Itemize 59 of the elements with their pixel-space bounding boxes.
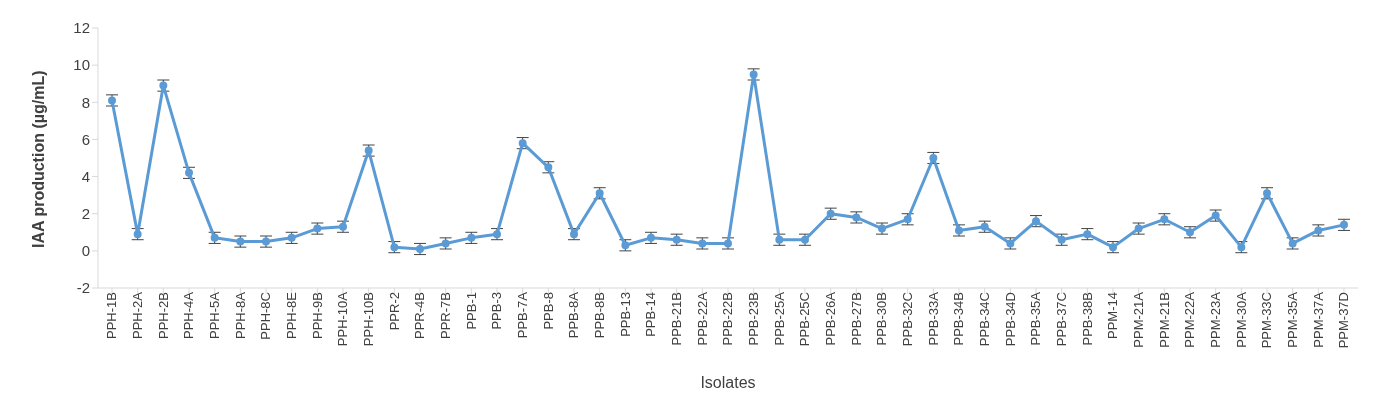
x-tick-label: PPM-22A bbox=[1182, 291, 1198, 348]
x-tick-label: PPM-23A bbox=[1207, 291, 1223, 348]
x-tick-label: PPH-10B bbox=[360, 292, 376, 347]
x-tick-label: PPH-2B bbox=[155, 292, 171, 339]
x-tick-label: PPM-37D bbox=[1336, 292, 1352, 349]
x-tick-label: PPM-37A bbox=[1310, 291, 1326, 348]
x-tick-label: PPB-32C bbox=[899, 292, 915, 347]
x-tick-label: PPM-33C bbox=[1259, 292, 1275, 349]
x-tick-label: PPB-21B bbox=[668, 292, 684, 346]
x-tick-label: PPH-8C bbox=[258, 292, 274, 340]
y-tick-label: -2 bbox=[76, 279, 90, 297]
x-tick-label: PPR-7B bbox=[437, 292, 453, 339]
x-tick-label: PPB-34D bbox=[1002, 292, 1018, 347]
x-tick-label: PPB-14 bbox=[643, 292, 659, 337]
x-tick-label: PPB-30B bbox=[874, 292, 890, 346]
x-tick-label: PPB-13 bbox=[617, 292, 633, 337]
y-tick-label: 10 bbox=[73, 56, 90, 74]
x-tick-label: PPH-8E bbox=[283, 291, 299, 339]
x-tick-label: PPH-9B bbox=[309, 292, 325, 339]
x-tick-label: PPB-25A bbox=[771, 291, 787, 346]
x-tick-label: PPB-3 bbox=[489, 292, 505, 330]
x-tick-label: PPB-22B bbox=[720, 292, 736, 346]
x-tick-label: PPH-10A bbox=[335, 291, 351, 347]
y-tick-label: 6 bbox=[81, 130, 90, 148]
x-tick-label: PPB-33A bbox=[925, 291, 941, 346]
x-tick-label: PPM-21A bbox=[1130, 291, 1146, 348]
x-tick-label: PPM-30A bbox=[1233, 291, 1249, 348]
x-tick-label: PPH-2A bbox=[129, 291, 145, 339]
x-tick-label: PPB-7A bbox=[514, 291, 530, 339]
x-tick-label: PPH-4A bbox=[181, 291, 197, 339]
y-tick-label: 4 bbox=[81, 167, 90, 185]
x-tick-label: PPH-8A bbox=[232, 291, 248, 339]
x-tick-label: PPB-34C bbox=[976, 292, 992, 347]
x-tick-label: PPB-1 bbox=[463, 292, 479, 330]
x-tick-label: PPM-21B bbox=[1156, 292, 1172, 348]
x-axis-title: Isolates bbox=[700, 374, 756, 391]
x-tick-label: PPB-34B bbox=[951, 292, 967, 346]
x-tick-label: PPB-8A bbox=[566, 291, 582, 339]
y-tick-label: 12 bbox=[73, 19, 90, 37]
x-tick-label: PPB-22A bbox=[694, 291, 710, 346]
x-tick-label: PPB-35A bbox=[1028, 291, 1044, 346]
x-tick-label: PPB-27B bbox=[848, 292, 864, 346]
x-tick-label: PPB-37C bbox=[1053, 292, 1069, 347]
y-tick-label: 0 bbox=[81, 242, 90, 260]
x-tick-label: PPB-26A bbox=[822, 291, 838, 346]
x-tick-label: PPR-2 bbox=[386, 292, 402, 331]
x-tick-label: PPR-4B bbox=[412, 292, 428, 339]
x-tick-label: PPM-14 bbox=[1105, 292, 1121, 339]
x-tick-label: PPB-23B bbox=[745, 292, 761, 346]
y-tick-label: 8 bbox=[81, 93, 90, 111]
x-tick-label: PPH-5A bbox=[206, 291, 222, 339]
y-tick-label: 2 bbox=[81, 205, 90, 223]
x-tick-label: PPB-25C bbox=[797, 292, 813, 347]
x-tick-label: PPB-8B bbox=[591, 292, 607, 339]
x-tick-label: PPB-8 bbox=[540, 292, 556, 330]
x-tick-label: PPM-35A bbox=[1284, 291, 1300, 348]
x-tick-label: PPH-1B bbox=[104, 292, 120, 339]
y-axis-title: IAA production (µg/mL) bbox=[29, 70, 47, 248]
x-tick-label: PPB-38B bbox=[1079, 292, 1095, 346]
